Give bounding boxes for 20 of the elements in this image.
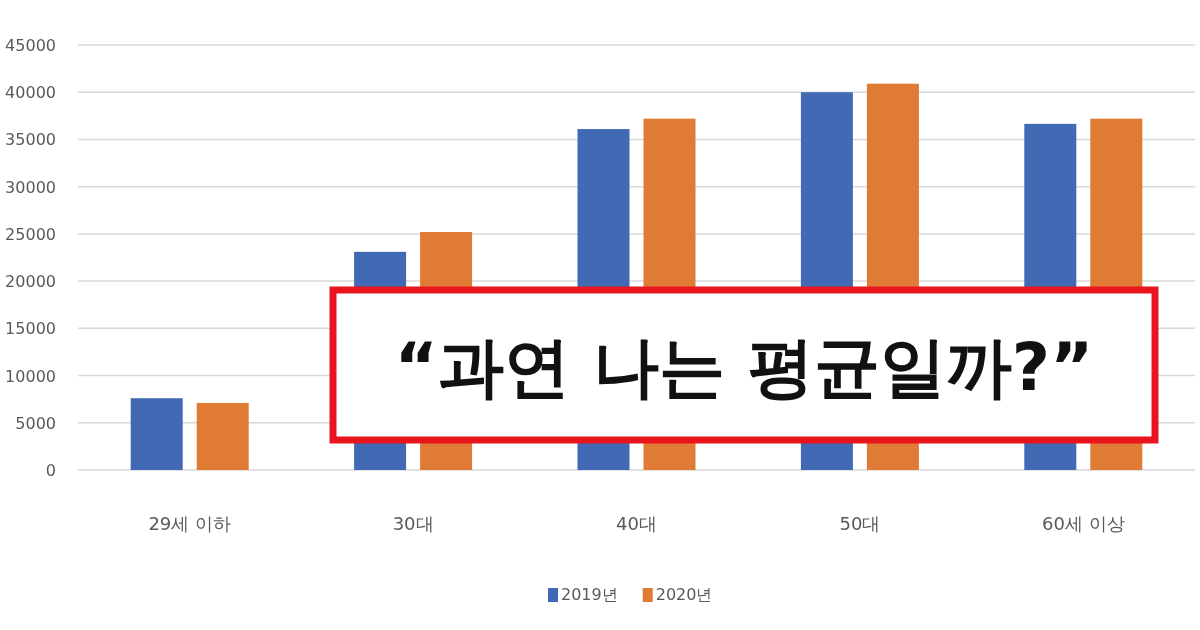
annotation: “과연 나는 평균일까?”	[394, 329, 1094, 406]
x-tick-label: 30대	[392, 513, 434, 534]
y-tick-label: 20000	[5, 272, 56, 292]
y-tick-label: 0	[45, 461, 56, 480]
x-tick-label: 29세 이하	[148, 513, 232, 534]
bar	[130, 398, 183, 470]
legend-label: 2020년	[655, 585, 713, 604]
y-tick-label: 5000	[15, 413, 56, 433]
y-tick-label: 10000	[5, 366, 56, 386]
y-tick-label: 45000	[5, 36, 56, 55]
y-tick-label: 35000	[5, 130, 56, 150]
y-tick-label: 25000	[5, 224, 56, 244]
x-tick-label: 60세 이상	[1041, 513, 1125, 534]
legend-label: 2019년	[561, 585, 618, 604]
y-tick-label: 30000	[5, 177, 56, 197]
y-tick-label: 40000	[5, 83, 56, 103]
x-tick-label: 50대	[839, 513, 881, 534]
bar	[196, 402, 249, 470]
y-tick-label: 15000	[5, 319, 56, 339]
x-tick-label: 40대	[616, 513, 657, 534]
